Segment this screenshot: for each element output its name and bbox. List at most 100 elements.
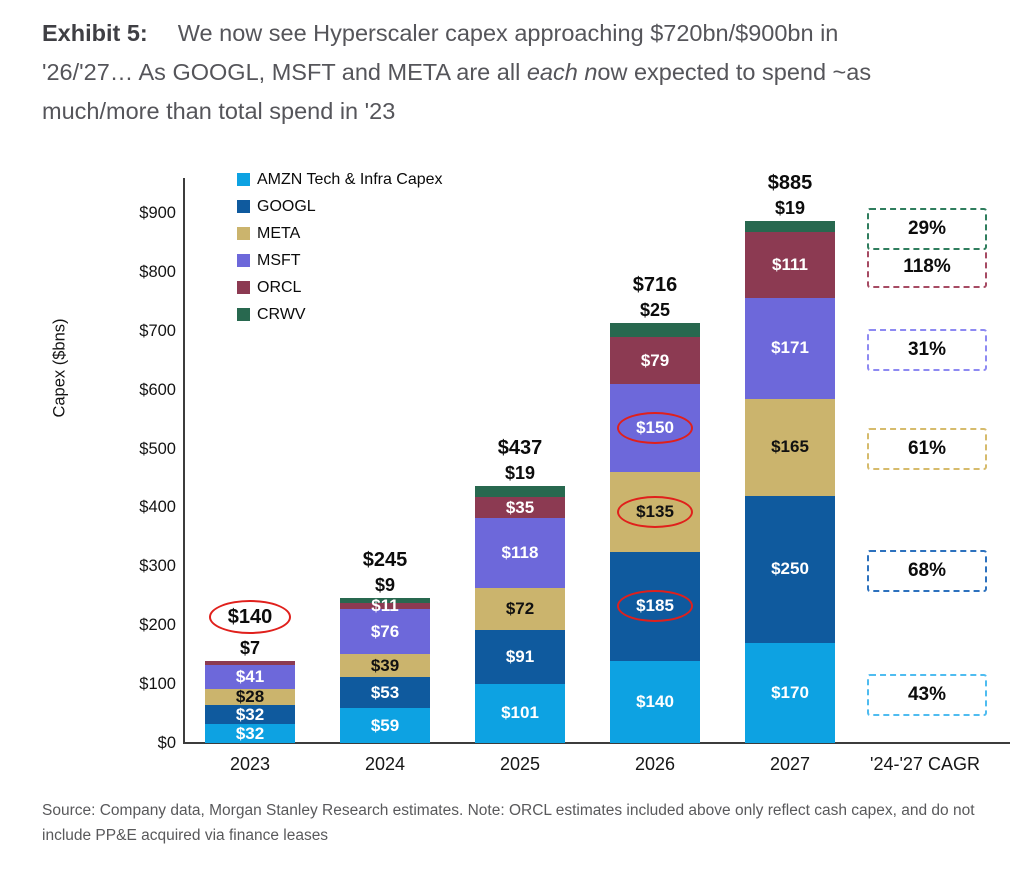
legend-item-meta: META: [237, 220, 443, 247]
bar-segment-2023-msft: [205, 664, 295, 689]
cagr-box-msft: 31%: [867, 329, 987, 372]
y-tick-label: $600: [139, 380, 176, 399]
segment-value-2025-msft: $118: [475, 518, 565, 587]
bar-segment-2027-msft: [745, 297, 835, 399]
segment-value-2023-googl: $32: [205, 705, 295, 724]
circled-segment-value: $150: [617, 411, 693, 444]
segment-value-2024-googl: $53: [340, 677, 430, 708]
segment-value-2024-orcl: $11: [340, 596, 430, 615]
y-tick-label: $700: [139, 321, 176, 340]
title-line-3: much/more than total spend in '23: [42, 98, 396, 124]
segment-value-text: $118: [501, 542, 539, 562]
segment-value-text: $76: [370, 621, 400, 641]
bar-segment-2027-crwv: [745, 221, 835, 233]
above-bar-value-2024-crwv: $9: [374, 574, 396, 595]
segment-value-2024-meta: $39: [340, 654, 430, 677]
segment-value-2023-amzn: $32: [205, 724, 295, 743]
bar-segment-2027-meta: [745, 398, 835, 496]
segment-value-text: $53: [370, 682, 400, 702]
segment-value-2026-googl: $185: [610, 552, 700, 661]
legend-label: CRWV: [257, 305, 306, 323]
legend-item-orcl: ORCL: [237, 274, 443, 301]
bar-segment-2025-googl: [475, 629, 565, 684]
bar-segment-2024-amzn: [340, 708, 430, 743]
legend-label: META: [257, 224, 301, 242]
bar-segment-2024-msft: [340, 609, 430, 655]
bar-segment-2026-crwv: [610, 322, 700, 338]
x-axis-label-2024: 2024: [364, 754, 406, 774]
segment-value-2024-amzn: $59: [340, 708, 430, 743]
bar-segment-2023-googl: [205, 705, 295, 725]
cagr-box-crwv: 29%: [867, 207, 987, 250]
legend-item-amzn: AMZN Tech & Infra Capex: [237, 166, 443, 193]
circled-segment-value: $135: [617, 495, 693, 528]
x-axis-line: [183, 742, 1010, 744]
segment-value-2027-amzn: $170: [745, 643, 835, 743]
x-axis-label-2026: 2026: [634, 754, 676, 774]
segment-value-text: $165: [771, 437, 809, 457]
cagr-box-meta: 61%: [867, 428, 987, 471]
segment-value-2027-orcl: $111: [745, 232, 835, 297]
segment-value-text: $171: [771, 338, 809, 358]
bar-segment-2026-orcl: [610, 337, 700, 384]
segment-value-2023-msft: $41: [205, 665, 295, 689]
segment-value-text: $28: [235, 687, 265, 707]
cagr-box-orcl: 118%: [867, 246, 987, 289]
title-line-2: '26/'27… As GOOGL, MSFT and META are all…: [42, 59, 872, 85]
segment-value-2023-meta: $28: [205, 687, 295, 707]
total-value-text: $716: [632, 273, 678, 296]
y-tick-label: $0: [157, 734, 176, 752]
exhibit-label: Exhibit 5:: [42, 20, 148, 46]
segment-value-2026-orcl: $79: [610, 337, 700, 384]
bar-segment-2027-amzn: [745, 642, 835, 743]
segment-value-text: $111: [772, 255, 808, 275]
total-value-text: $885: [767, 172, 813, 195]
bar-segment-2023-meta: [205, 688, 295, 706]
segment-value-text: $32: [235, 723, 265, 743]
y-tick-label: $200: [139, 616, 176, 635]
y-tick-label: $500: [139, 439, 176, 458]
legend-swatch-amzn: [237, 173, 250, 186]
y-tick-label: $100: [139, 675, 176, 694]
bar-segment-2024-googl: [340, 677, 430, 709]
segment-value-text: $91: [505, 646, 535, 666]
y-axis-line: [183, 178, 185, 743]
segment-value-text: $59: [370, 715, 400, 735]
legend-swatch-msft: [237, 254, 250, 267]
total-value-2026: $716: [580, 274, 730, 296]
legend-swatch-orcl: [237, 281, 250, 294]
total-value-text: $245: [362, 548, 408, 571]
y-tick-label: $400: [139, 498, 176, 517]
exhibit-title: Exhibit 5: We now see Hyperscaler capex a…: [42, 14, 992, 131]
bar-segment-2024-crwv: [340, 597, 430, 603]
cagr-box-amzn: 43%: [867, 673, 987, 716]
segment-value-2027-msft: $171: [745, 298, 835, 399]
above-bar-value-2027-crwv: $19: [774, 198, 806, 219]
cagr-box-googl: 68%: [867, 550, 987, 593]
segment-value-text: $170: [771, 682, 809, 702]
bar-segment-2027-googl: [745, 495, 835, 643]
legend-label: AMZN Tech & Infra Capex: [257, 170, 443, 188]
bar-segment-2025-msft: [475, 518, 565, 588]
segment-value-2027-googl: $250: [745, 496, 835, 643]
bar-segment-2023-amzn: [205, 724, 295, 743]
segment-value-text: $35: [505, 497, 535, 517]
segment-value-2025-googl: $91: [475, 630, 565, 684]
legend-item-crwv: CRWV: [237, 301, 443, 328]
segment-value-2027-meta: $165: [745, 399, 835, 496]
legend-item-msft: MSFT: [237, 247, 443, 274]
segment-value-2025-orcl: $35: [475, 497, 565, 518]
segment-value-2025-meta: $72: [475, 588, 565, 630]
circled-total-value: $140: [208, 599, 292, 634]
legend: AMZN Tech & Infra Capex GOOGL META MSFT ORCL…: [237, 166, 443, 328]
x-axis-label-cagr: '24-'27 CAGR: [870, 754, 980, 774]
legend-label: ORCL: [257, 278, 302, 296]
bar-segment-2025-amzn: [475, 683, 565, 743]
bar-segment-2027-orcl: [745, 232, 835, 298]
total-value-2023: $140: [175, 599, 325, 634]
bar-segment-2026-amzn: [610, 660, 700, 743]
segment-value-text: $39: [370, 655, 400, 675]
y-tick-label: $300: [139, 557, 176, 576]
legend-swatch-meta: [237, 227, 250, 240]
